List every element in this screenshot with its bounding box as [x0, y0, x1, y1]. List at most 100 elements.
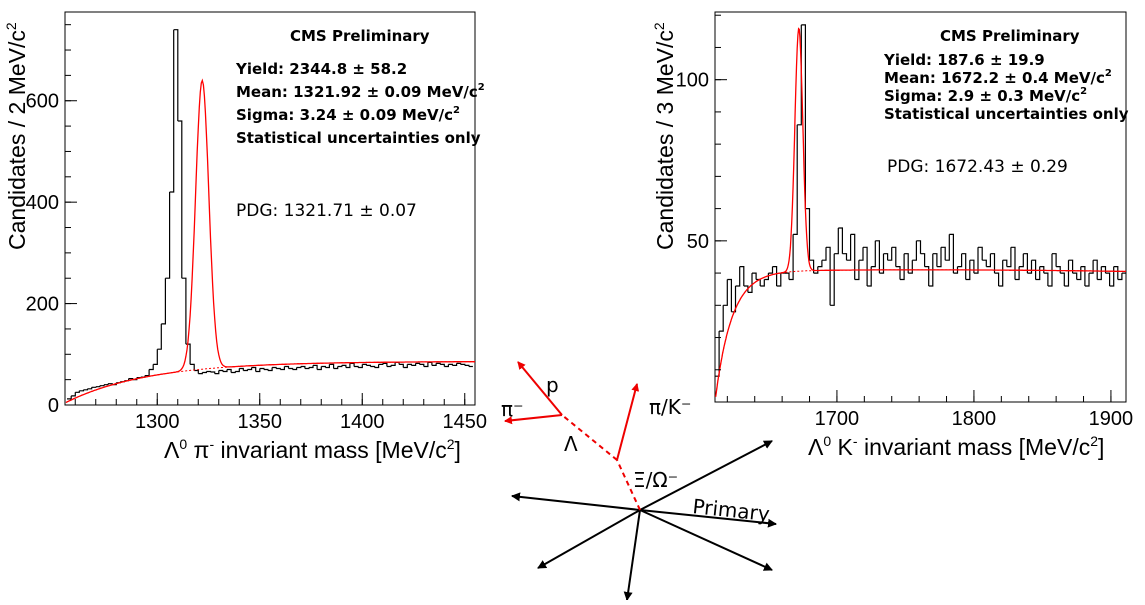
histogram-bin — [941, 246, 946, 261]
histogram-bin — [772, 266, 778, 286]
histogram-bin — [1031, 259, 1037, 280]
histogram-bin — [202, 371, 207, 374]
yield-label: Yield: 187.6 ± 19.9 — [883, 51, 1045, 69]
histogram-bin — [920, 253, 926, 267]
histogram-bin — [830, 253, 835, 306]
histogram-bin — [1027, 260, 1033, 274]
cms-preliminary-label: CMS Preliminary — [290, 27, 430, 45]
histogram-bin — [235, 368, 240, 373]
histogram-bin — [436, 362, 441, 365]
histogram-bin — [723, 279, 728, 306]
histogram-bin — [809, 259, 815, 274]
histogram-bin — [210, 371, 216, 374]
histogram-bin — [1072, 272, 1078, 280]
primary-track — [511, 492, 641, 511]
histogram-bin — [296, 366, 302, 369]
cms-preliminary-label: CMS Preliminary — [940, 27, 1080, 45]
histogram-bin — [259, 367, 265, 370]
histogram-bin — [83, 388, 89, 391]
histogram-bin — [157, 323, 162, 350]
histogram-bin — [169, 29, 175, 193]
histogram-bin — [452, 363, 458, 366]
histogram-bin — [875, 240, 880, 274]
proton-track — [517, 361, 563, 416]
pi-k-label: π/K⁻ — [649, 395, 691, 419]
histogram-bin — [91, 386, 97, 388]
histogram-bin — [341, 364, 347, 368]
histogram-bin — [834, 228, 839, 255]
histogram-bin — [95, 385, 101, 388]
histogram-bin — [1002, 259, 1008, 267]
lambda-flight-path — [561, 414, 618, 461]
histogram-bin — [1006, 247, 1012, 268]
histogram-bin — [165, 192, 171, 279]
histogram-bin — [423, 362, 429, 368]
lambda-label: Λ — [564, 432, 578, 456]
yield-label: Yield: 2344.8 ± 58.2 — [235, 60, 407, 78]
plot-frame — [64, 11, 476, 406]
histogram-bin — [1010, 246, 1016, 280]
histogram-bin — [1043, 272, 1049, 286]
histogram-bin — [366, 364, 371, 367]
histogram-bin — [805, 208, 811, 261]
histogram-bin — [313, 364, 318, 370]
histogram-bin — [354, 365, 359, 368]
histogram-bin — [288, 367, 294, 370]
histogram-bin — [965, 260, 971, 281]
histogram-bin — [407, 363, 412, 366]
histogram-bin — [214, 370, 220, 375]
y-axis-label: Candidates / 2 MeV/c2 — [3, 22, 30, 250]
histogram-bin — [1035, 266, 1041, 281]
histogram-bin — [308, 365, 314, 369]
x-tick-label: 1450 — [443, 411, 488, 433]
histogram-bin — [1068, 259, 1074, 274]
decay-topology-diagram: p π⁻ Λ π/K⁻ Ξ/Ω⁻ Primary — [501, 361, 777, 601]
histogram-bin — [986, 253, 991, 268]
histogram-bin — [181, 277, 187, 345]
histogram-bin — [231, 371, 236, 374]
primary-track — [623, 509, 641, 601]
histogram-bin — [71, 392, 76, 397]
histogram-bin — [998, 260, 1004, 287]
sigma-label: Sigma: 2.9 ± 0.3 MeV/c2 — [884, 86, 1087, 105]
pion-track — [504, 414, 563, 425]
pdg-label: PDG: 1321.71 ± 0.07 — [236, 201, 417, 221]
histogram-bin — [891, 246, 897, 267]
histogram-bin — [1019, 253, 1024, 268]
histogram-bin — [222, 369, 228, 373]
total-fit — [715, 27, 1126, 397]
histogram-bin — [1076, 266, 1082, 281]
histogram-bin — [747, 273, 753, 293]
histogram-bin — [821, 247, 827, 261]
histogram-bin — [67, 395, 72, 400]
background-fit — [715, 269, 1126, 397]
histogram-bin — [895, 266, 901, 280]
histogram-bin — [153, 349, 158, 365]
stat-note-label: Statistical uncertainties only — [236, 129, 481, 147]
histogram-bin — [1089, 260, 1094, 274]
histogram-bin — [390, 362, 396, 366]
histogram-bin — [292, 367, 298, 371]
histogram-bin — [846, 234, 852, 261]
background-fit — [65, 361, 475, 403]
proton-label: p — [546, 373, 559, 397]
x-tick-label: 1300 — [135, 411, 180, 433]
fit-curve — [715, 27, 1126, 397]
histogram-bin — [957, 253, 963, 268]
histogram-bin — [739, 266, 745, 286]
mean-label: Mean: 1321.92 ± 0.09 MeV/c2 — [236, 82, 485, 101]
histogram-bin — [382, 362, 388, 367]
histogram-bin — [345, 363, 351, 369]
histogram-bin — [284, 365, 290, 369]
histogram-bin — [1060, 272, 1065, 286]
histogram-bin — [1113, 266, 1119, 280]
bachelor-track — [616, 383, 640, 461]
histogram-bin — [949, 233, 954, 274]
histogram-bin — [104, 383, 109, 386]
histogram-bin — [190, 363, 195, 371]
y-axis-label: Candidates / 3 MeV/c2 — [651, 22, 678, 250]
histogram-bin — [1109, 266, 1115, 287]
histogram-bin — [961, 253, 967, 280]
histogram-bin — [75, 390, 80, 393]
